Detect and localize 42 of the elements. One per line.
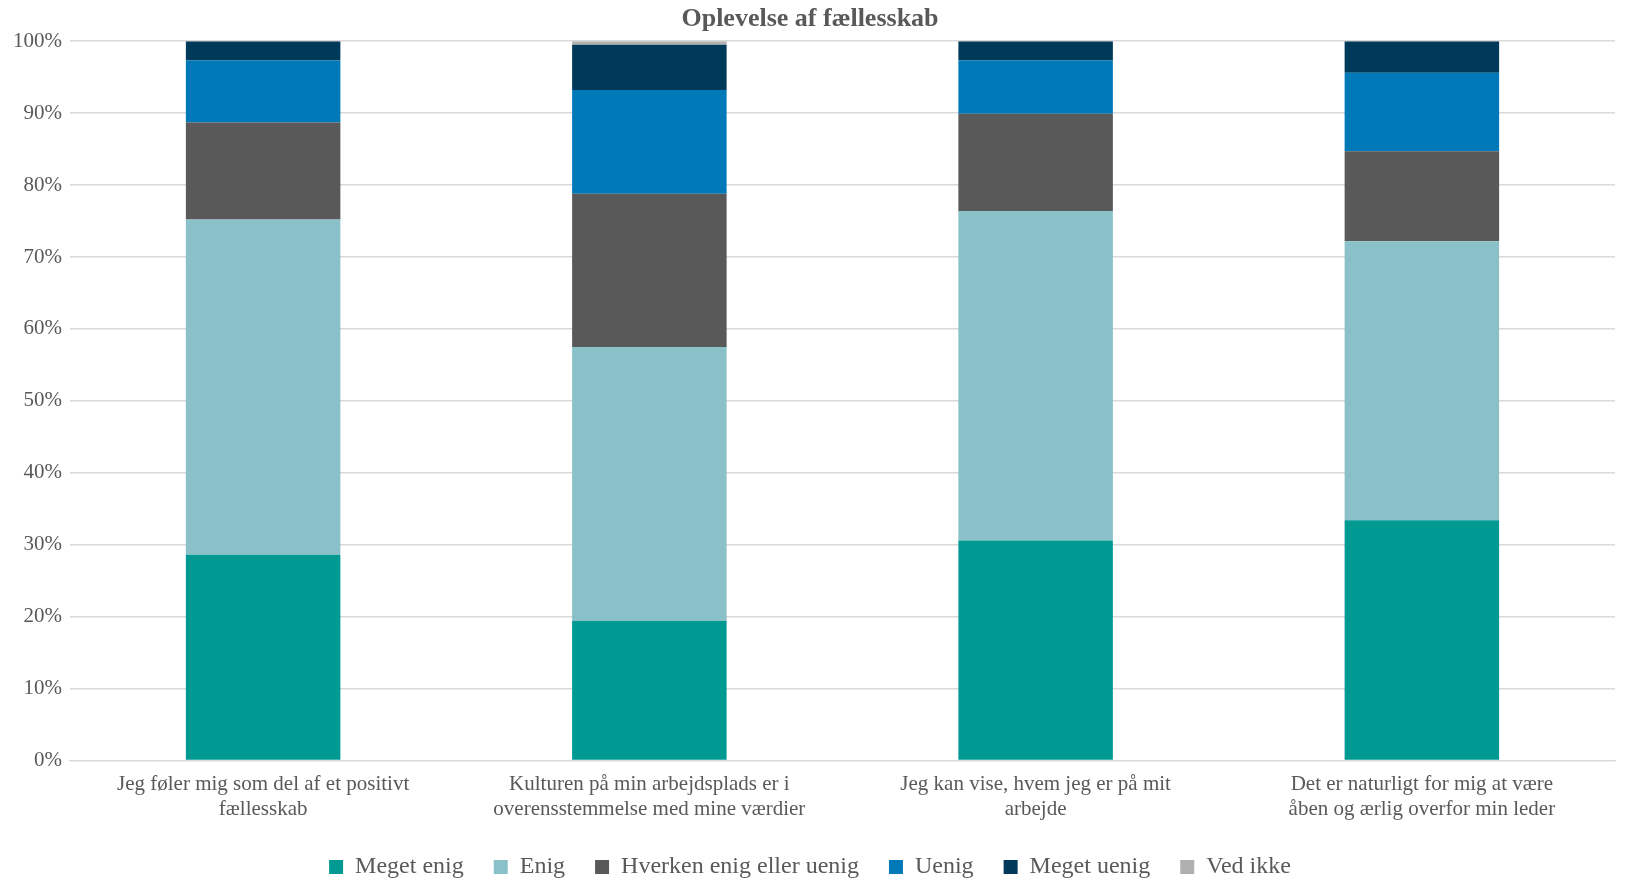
y-tick-label: 80% (23, 171, 62, 196)
bar (1344, 41, 1500, 73)
y-tick-label: 10% (23, 675, 62, 700)
bar (572, 44, 727, 91)
y-tick-label: 0% (33, 747, 62, 772)
bar (185, 60, 341, 123)
x-tick-label: Jeg føler mig som del af et positivt fællesskab (117, 770, 410, 820)
bar (185, 41, 341, 61)
bar (1344, 72, 1500, 152)
y-tick-label: 60% (23, 315, 62, 340)
legend-label: Meget uenig (1029, 852, 1151, 879)
bar (1344, 241, 1500, 521)
legend-label: Meget enig (355, 852, 464, 879)
legend-label: Uenig (914, 852, 974, 879)
y-tick-label: 90% (23, 99, 62, 124)
legend-label: Hverken enig eller uenig (621, 852, 859, 879)
bar (958, 60, 1113, 114)
bar (185, 122, 341, 220)
chart-title: Oplevelse af fællesskab (681, 3, 939, 33)
bar (958, 41, 1113, 61)
x-tick-label: Jeg kan vise, hvem jeg er på mit arbejde (900, 770, 1172, 820)
bar (185, 219, 341, 555)
bar (572, 90, 727, 194)
y-tick-label: 30% (23, 531, 62, 556)
y-tick-label: 20% (23, 603, 62, 628)
y-tick-label: 40% (23, 459, 62, 484)
bar (185, 554, 341, 760)
bar (1344, 520, 1500, 760)
legend-label: Enig (519, 852, 566, 879)
legend-label: Ved ikke (1206, 852, 1291, 879)
bar (572, 193, 727, 347)
y-tick-label: 100% (12, 27, 62, 52)
bar (958, 113, 1113, 211)
bar (1344, 151, 1500, 242)
bar (572, 621, 727, 760)
x-tick-label: Det er naturligt for mig at være åben og ærlig overfor min leder (1288, 770, 1556, 820)
x-tick-label: Kulturen på min arbejdsplads er i overensstemmelse med mine værdier (493, 770, 806, 820)
bar (958, 540, 1113, 760)
y-tick-label: 50% (23, 387, 62, 412)
bar (572, 346, 727, 622)
y-tick-label: 70% (23, 243, 62, 268)
bar (958, 210, 1113, 541)
